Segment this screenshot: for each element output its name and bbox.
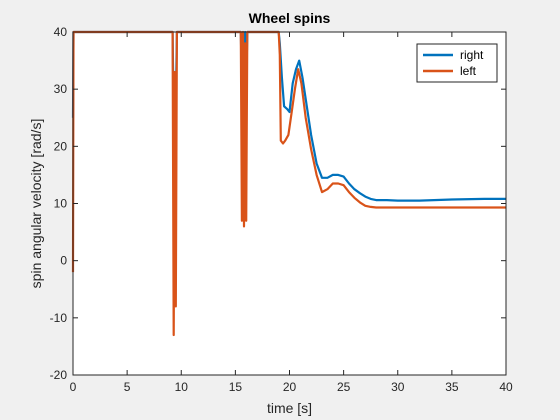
legend: right left xyxy=(416,43,498,83)
x-tick-label: 35 xyxy=(445,380,459,394)
ticks-layer: 0 5 10 15 20 25 30 35 40 -20 -10 0 10 20 30 40 xyxy=(50,25,513,394)
y-tick-label: 0 xyxy=(60,254,67,268)
plot-area xyxy=(73,32,506,375)
y-tick-label: 30 xyxy=(54,82,68,96)
x-tick-label: 15 xyxy=(229,380,243,394)
x-tick-label: 20 xyxy=(283,380,297,394)
y-tick-label: 20 xyxy=(54,139,68,153)
legend-box xyxy=(416,43,498,83)
x-tick-label: 40 xyxy=(499,380,513,394)
legend-label-left: left xyxy=(460,64,477,78)
chart-title: Wheel spins xyxy=(249,10,331,26)
x-axis-label: time [s] xyxy=(267,400,312,416)
y-tick-label: -10 xyxy=(50,311,68,325)
y-axis-label: spin angular velocity [rad/s] xyxy=(28,119,44,289)
x-tick-label: 30 xyxy=(391,380,405,394)
legend-label-right: right xyxy=(460,48,484,62)
x-tick-label: 5 xyxy=(124,380,131,394)
y-tick-label: 10 xyxy=(54,197,68,211)
x-tick-label: 25 xyxy=(337,380,351,394)
y-tick-label: -20 xyxy=(50,368,68,382)
y-tick-label: 40 xyxy=(54,25,68,39)
x-tick-label: 0 xyxy=(70,380,77,394)
x-tick-label: 10 xyxy=(175,380,189,394)
